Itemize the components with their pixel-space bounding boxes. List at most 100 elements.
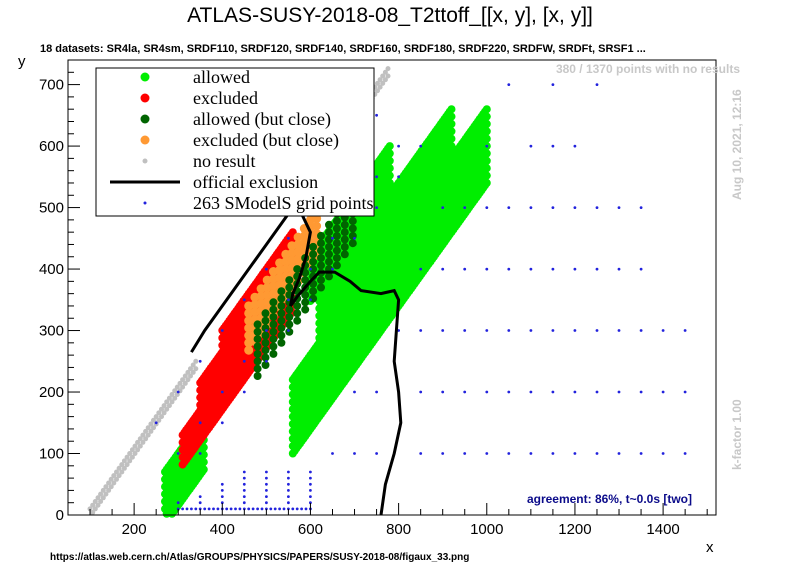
point-no-result (164, 399, 170, 405)
x-tick-label: 1000 (470, 521, 503, 538)
point-no-result (190, 369, 196, 375)
point-allowed (385, 171, 394, 180)
point-no-result (159, 414, 164, 420)
point-allowed-close (285, 305, 294, 314)
point-no-result (124, 454, 130, 460)
grid-point (419, 390, 423, 394)
point-allowed-close (261, 338, 270, 347)
point-no-result (106, 480, 112, 486)
grid-point (242, 501, 246, 505)
grid-point (507, 390, 511, 394)
point-allowed-close (253, 342, 262, 351)
point-allowed (482, 105, 491, 114)
grid-point (551, 267, 555, 271)
grid-point (212, 507, 215, 511)
point-no-result (375, 88, 380, 94)
point-allowed-close (325, 272, 333, 281)
grid-point (282, 507, 286, 511)
point-allowed-close (340, 220, 349, 229)
grid-point (529, 144, 533, 148)
point-allowed-close (332, 224, 341, 233)
grid-point (617, 390, 621, 394)
grid-point (225, 507, 229, 511)
point-no-result (172, 395, 178, 401)
grid-point (661, 329, 665, 332)
point-allowed (199, 458, 208, 467)
point-no-result (132, 451, 138, 456)
grid-point (242, 507, 246, 511)
grid-point (485, 329, 489, 332)
grid-point (176, 452, 180, 455)
grid-point (220, 390, 224, 394)
legend-marker-excluded (140, 93, 150, 103)
point-no-result (190, 362, 196, 368)
point-allowed-close (285, 283, 294, 292)
point-allowed-close (317, 261, 325, 270)
point-allowed-close (269, 305, 278, 314)
grid-point (287, 476, 290, 480)
x-tick-label: 1200 (558, 521, 591, 538)
plot-frame (67, 59, 717, 516)
point-no-result (111, 480, 117, 486)
grid-point (287, 495, 290, 498)
point-allowed-close (332, 217, 341, 226)
legend-label: no result (193, 151, 256, 171)
point-no-result (145, 425, 151, 431)
grid-point (617, 206, 621, 210)
grid-point (190, 507, 193, 511)
legend-label: excluded (but close) (193, 130, 339, 151)
point-allowed (447, 127, 456, 136)
grid-point (265, 489, 268, 492)
grid-point (419, 329, 423, 332)
grid-point (507, 267, 511, 271)
point-allowed-close (340, 250, 349, 259)
point-allowed-close (317, 283, 325, 292)
point-allowed (385, 179, 394, 187)
point-no-result (137, 443, 143, 449)
grid-point (463, 390, 467, 394)
legend-marker-grid (143, 201, 147, 205)
grid-point (573, 329, 577, 332)
point-no-result (143, 436, 149, 442)
point-allowed-close (317, 231, 325, 240)
grid-point (331, 236, 334, 240)
grid-point (375, 452, 378, 455)
point-allowed (482, 179, 491, 187)
grid-point (287, 329, 290, 332)
grid-point (220, 501, 224, 505)
grid-point (617, 267, 621, 271)
point-no-result (159, 406, 164, 412)
point-no-result (108, 476, 114, 482)
grid-point (265, 501, 268, 505)
grid-point (265, 267, 268, 271)
point-no-result (114, 476, 119, 482)
x-tick-label: 800 (386, 521, 411, 538)
point-allowed-close (325, 235, 333, 244)
y-axis-label: y (18, 53, 26, 70)
point-no-result (135, 439, 141, 445)
grid-point (353, 452, 356, 455)
point-no-result (143, 428, 149, 434)
point-no-result (137, 436, 143, 442)
grid-point (573, 206, 577, 210)
point-no-result (129, 454, 135, 460)
point-allowed (199, 465, 208, 474)
grid-point (198, 452, 202, 455)
point-allowed-close (301, 276, 310, 285)
grid-point (207, 507, 211, 511)
y-tick-label: 700 (39, 77, 64, 94)
grid-point (441, 329, 445, 332)
point-allowed (385, 164, 394, 173)
y-tick-label: 500 (39, 200, 64, 217)
grid-point (441, 206, 445, 210)
point-allowed-close (277, 309, 286, 318)
grid-point (198, 495, 202, 498)
point-allowed-close (332, 246, 341, 255)
point-allowed-close (269, 342, 278, 351)
grid-point (295, 507, 299, 511)
point-allowed (482, 134, 491, 143)
grid-point (247, 507, 251, 511)
legend-marker-allowed (140, 72, 150, 82)
grid-point (291, 507, 295, 511)
